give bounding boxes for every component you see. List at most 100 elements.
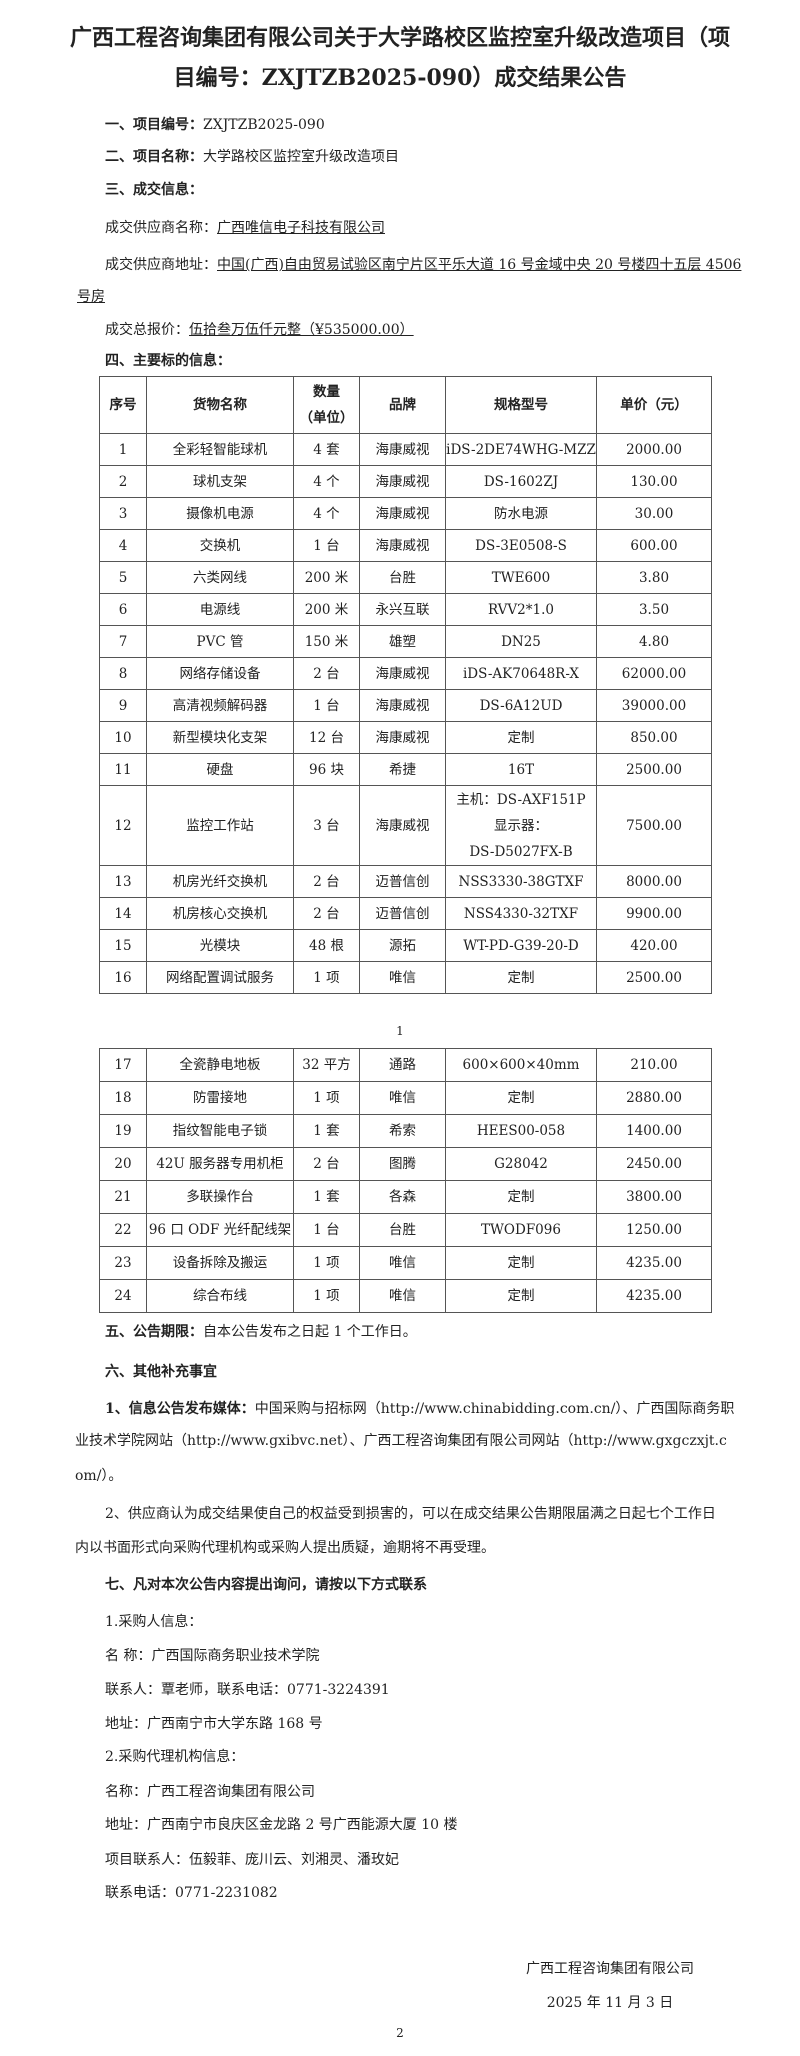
deal-info-heading: 三、成交信息： <box>105 182 203 198</box>
cell-brand: 海康威视 <box>359 689 446 722</box>
cell-unit-price: 2450.00 <box>596 1147 712 1181</box>
cell-quantity: 1 项 <box>293 1279 360 1313</box>
cell-brand: 唯信 <box>359 1246 446 1280</box>
media-line-3: om/）。 <box>75 1468 123 1484</box>
cell-unit-price: 39000.00 <box>596 689 712 722</box>
cell-item-name: 网络配置调试服务 <box>146 961 294 994</box>
cell-item-name: 全彩轻智能球机 <box>146 433 294 466</box>
cell-brand: 雄塑 <box>359 625 446 658</box>
cell-seq: 5 <box>99 561 147 594</box>
buyer-heading: 1.采购人信息： <box>105 1614 203 1630</box>
cell-quantity: 200 米 <box>293 561 360 594</box>
media-line-1: 1、信息公告发布媒体：中国采购与招标网（http://www.chinabidd… <box>105 1398 734 1418</box>
cell-brand: 唯信 <box>359 1279 446 1313</box>
cell-seq: 19 <box>99 1114 147 1148</box>
cell-seq: 22 <box>99 1213 147 1247</box>
total-price-label: 成交总报价： <box>105 322 189 338</box>
cell-unit-price: 130.00 <box>596 465 712 498</box>
table-row: 19 指纹智能电子锁 1 套希索 HEES00-058 1400.00 <box>99 1114 712 1148</box>
cell-seq: 24 <box>99 1279 147 1313</box>
cell-unit-price: 4235.00 <box>596 1279 712 1313</box>
cell-item-name: 光模块 <box>146 929 294 962</box>
cell-brand: 图腾 <box>359 1147 446 1181</box>
table-row: 9 高清视频解码器 1 台海康威视 DS-6A12UD 39000.00 <box>99 689 712 722</box>
cell-model: DS-3E0508-S <box>445 529 597 562</box>
cell-model: 定制 <box>445 1246 597 1280</box>
cell-model: RVV2*1.0 <box>445 593 597 626</box>
header-unit-price: 单价（元） <box>596 376 712 434</box>
agency-phone: 联系电话：0771-2231082 <box>105 1885 278 1901</box>
supplier-name-label: 成交供应商名称： <box>105 220 217 236</box>
items-table-page1: 序号 货物名称 数量 （单位） 品牌 规格型号 单价（元） 1 全彩轻智能球机 4 套海康威视… <box>99 376 712 994</box>
other-matters-heading: 六、其他补充事宜 <box>105 1364 217 1380</box>
cell-quantity: 1 套 <box>293 1180 360 1214</box>
cell-unit-price: 2880.00 <box>596 1081 712 1115</box>
table-row: 14 机房核心交换机 2 台迈普信创 NSS4330-32TXF 9900.00 <box>99 897 712 930</box>
cell-model: DS-1602ZJ <box>445 465 597 498</box>
cell-brand: 迈普信创 <box>359 865 446 898</box>
cell-brand: 台胜 <box>359 1213 446 1247</box>
cell-unit-price: 4.80 <box>596 625 712 658</box>
cell-brand: 永兴互联 <box>359 593 446 626</box>
cell-model: DS-6A12UD <box>445 689 597 722</box>
project-number-value: ZXJTZB2025-090 <box>203 117 325 133</box>
cell-seq: 20 <box>99 1147 147 1181</box>
cell-quantity: 1 项 <box>293 961 360 994</box>
cell-model: iDS-2DE74WHG-MZZ <box>445 433 597 466</box>
cell-unit-price: 7500.00 <box>596 785 712 866</box>
cell-quantity: 2 台 <box>293 1147 360 1181</box>
cell-unit-price: 4235.00 <box>596 1246 712 1280</box>
cell-quantity: 2 台 <box>293 897 360 930</box>
cell-item-name: 新型模块化支架 <box>146 721 294 754</box>
table-row: 17 全瓷静电地板 32 平方 通路 600×600×40mm 210.00 <box>99 1048 712 1082</box>
cell-seq: 7 <box>99 625 147 658</box>
table-row: 4 交换机 1 台海康威视 DS-3E0508-S 600.00 <box>99 529 712 562</box>
cell-seq: 6 <box>99 593 147 626</box>
cell-brand: 海康威视 <box>359 657 446 690</box>
cell-brand: 海康威视 <box>359 433 446 466</box>
cell-seq: 1 <box>99 433 147 466</box>
cell-unit-price: 3.80 <box>596 561 712 594</box>
cell-quantity: 32 平方 <box>293 1048 360 1082</box>
cell-quantity: 2 台 <box>293 865 360 898</box>
cell-seq: 9 <box>99 689 147 722</box>
header-quantity: 数量 （单位） <box>293 376 360 434</box>
cell-seq: 4 <box>99 529 147 562</box>
cell-model: 定制 <box>445 961 597 994</box>
table-row: 12 监控工作站 3 台海康威视 主机：DS-AXF151P 显示器： DS-D502… <box>99 785 712 866</box>
project-name-value: 大学路校区监控室升级改造项目 <box>203 149 399 165</box>
cell-unit-price: 2500.00 <box>596 961 712 994</box>
cell-quantity: 48 根 <box>293 929 360 962</box>
complaint-line-2: 内以书面形式向采购代理机构或采购人提出质疑，逾期将不再受理。 <box>75 1540 495 1556</box>
cell-unit-price: 1400.00 <box>596 1114 712 1148</box>
cell-seq: 17 <box>99 1048 147 1082</box>
cell-seq: 21 <box>99 1180 147 1214</box>
cell-item-name: 六类网线 <box>146 561 294 594</box>
cell-seq: 23 <box>99 1246 147 1280</box>
cell-model: NSS4330-32TXF <box>445 897 597 930</box>
cell-unit-price: 420.00 <box>596 929 712 962</box>
cell-seq: 14 <box>99 897 147 930</box>
header-model: 规格型号 <box>445 376 597 434</box>
project-name-line: 二、项目名称：大学路校区监控室升级改造项目 <box>105 146 399 166</box>
table-row: 24 综合布线 1 项唯信 定制 4235.00 <box>99 1279 712 1313</box>
table-row: 5 六类网线 200 米台胜 TWE600 3.80 <box>99 561 712 594</box>
cell-item-name: 监控工作站 <box>146 785 294 866</box>
cell-brand: 希捷 <box>359 753 446 786</box>
cell-model: G28042 <box>445 1147 597 1181</box>
cell-seq: 3 <box>99 497 147 530</box>
header-item-name: 货物名称 <box>146 376 294 434</box>
cell-brand: 海康威视 <box>359 497 446 530</box>
supplier-name-line: 成交供应商名称：广西唯信电子科技有限公司 <box>105 217 385 237</box>
announcement-period-label: 五、公告期限： <box>105 1324 203 1340</box>
header-seq: 序号 <box>99 376 147 434</box>
announcement-period-line: 五、公告期限：自本公告发布之日起 1 个工作日。 <box>105 1321 417 1341</box>
cell-quantity: 1 项 <box>293 1081 360 1115</box>
table-row: 15 光模块 48 根源拓 WT-PD-G39-20-D 420.00 <box>99 929 712 962</box>
agency-address: 地址：广西南宁市良庆区金龙路 2 号广西能源大厦 10 楼 <box>105 1817 458 1833</box>
complaint-line-1: 2、供应商认为成交结果使自己的权益受到损害的，可以在成交结果公告期限届满之日起七… <box>105 1506 716 1522</box>
cell-item-name: 网络存储设备 <box>146 657 294 690</box>
cell-item-name: 摄像机电源 <box>146 497 294 530</box>
page-title: 广西工程咨询集团有限公司关于大学路校区监控室升级改造项目（项目编号：ZXJTZB… <box>69 25 730 91</box>
cell-seq: 11 <box>99 753 147 786</box>
